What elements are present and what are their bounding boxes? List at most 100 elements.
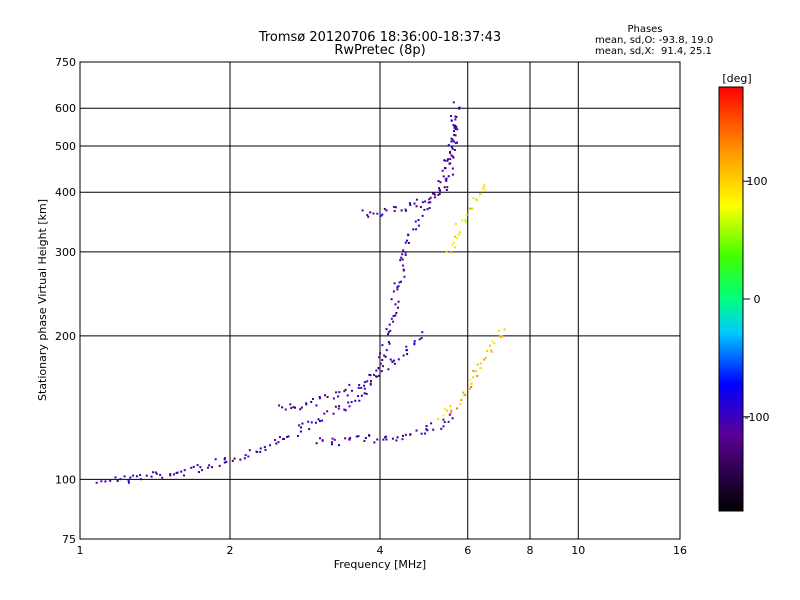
data-point: [300, 406, 303, 409]
data-point: [363, 381, 366, 384]
data-point: [415, 205, 418, 208]
data-point: [393, 362, 396, 365]
data-point: [318, 420, 321, 423]
data-point: [366, 380, 369, 383]
data-point: [292, 406, 295, 409]
data-point: [450, 251, 453, 254]
data-point: [402, 354, 405, 357]
data-point: [119, 478, 122, 481]
data-point: [278, 404, 281, 407]
data-point: [287, 435, 290, 438]
data-point: [123, 475, 126, 478]
data-point: [450, 119, 453, 122]
data-point: [443, 159, 446, 162]
data-point: [426, 208, 429, 211]
data-point: [366, 213, 369, 216]
data-point: [462, 394, 465, 397]
data-point: [484, 188, 487, 191]
data-point: [321, 419, 324, 422]
data-point: [501, 335, 504, 338]
data-point: [440, 427, 443, 430]
data-point: [389, 329, 392, 332]
data-point: [503, 328, 506, 331]
data-point: [484, 356, 487, 359]
data-point: [443, 408, 446, 411]
data-point: [390, 298, 393, 301]
data-point: [408, 202, 411, 205]
data-point: [369, 211, 372, 214]
data-point: [441, 169, 444, 172]
data-point: [464, 221, 467, 224]
data-point: [368, 373, 371, 376]
data-point: [454, 134, 457, 137]
data-point: [135, 475, 138, 478]
data-point: [464, 394, 467, 397]
data-point: [453, 241, 456, 244]
data-point: [239, 458, 242, 461]
data-point: [453, 149, 456, 152]
data-point: [454, 118, 457, 121]
data-point: [417, 219, 420, 222]
data-point: [357, 435, 360, 438]
data-point: [398, 281, 401, 284]
data-point: [449, 411, 452, 414]
data-point: [425, 428, 428, 431]
data-point: [334, 405, 337, 408]
data-point: [375, 369, 378, 372]
data-point: [324, 394, 327, 397]
data-point: [375, 375, 378, 378]
data-point: [377, 367, 380, 370]
data-point: [450, 146, 453, 149]
data-point: [403, 275, 406, 278]
data-point: [458, 231, 461, 234]
data-point: [458, 106, 461, 109]
data-point: [392, 290, 395, 293]
data-point: [176, 471, 179, 474]
data-point: [479, 192, 482, 195]
data-point: [132, 474, 135, 477]
data-point: [445, 179, 448, 182]
data-point: [433, 193, 436, 196]
data-point: [469, 378, 472, 381]
data-point: [469, 207, 472, 210]
data-point: [145, 474, 148, 477]
data-point: [346, 394, 349, 397]
y-tick-label: 500: [55, 140, 76, 153]
data-point: [379, 214, 382, 217]
colorbar-ticks: 100 0 -100: [743, 175, 769, 424]
data-point: [182, 474, 185, 477]
data-point: [445, 409, 448, 412]
data-point: [429, 201, 432, 204]
data-point: [491, 340, 494, 343]
data-point: [348, 405, 351, 408]
data-point: [447, 158, 450, 161]
data-point: [326, 396, 329, 399]
data-point: [381, 213, 384, 216]
data-point: [401, 264, 404, 267]
data-point: [361, 209, 364, 212]
data-point: [155, 472, 158, 475]
data-point: [338, 391, 341, 394]
data-point: [349, 436, 352, 439]
data-point: [100, 480, 103, 483]
data-point: [442, 425, 445, 428]
data-point: [446, 186, 449, 189]
data-point: [377, 374, 380, 377]
data-point: [372, 212, 375, 215]
data-point: [365, 392, 368, 395]
data-point: [413, 340, 416, 343]
data-point: [438, 189, 441, 192]
data-point: [483, 184, 486, 187]
data-point: [443, 421, 446, 424]
data-point: [357, 386, 360, 389]
data-point: [396, 306, 399, 309]
data-point: [447, 144, 450, 147]
data-point: [159, 473, 162, 476]
data-point: [400, 209, 403, 212]
data-point: [400, 256, 403, 259]
data-point: [488, 344, 491, 347]
data-point: [490, 349, 493, 352]
data-point: [384, 355, 387, 358]
data-point: [347, 401, 350, 404]
